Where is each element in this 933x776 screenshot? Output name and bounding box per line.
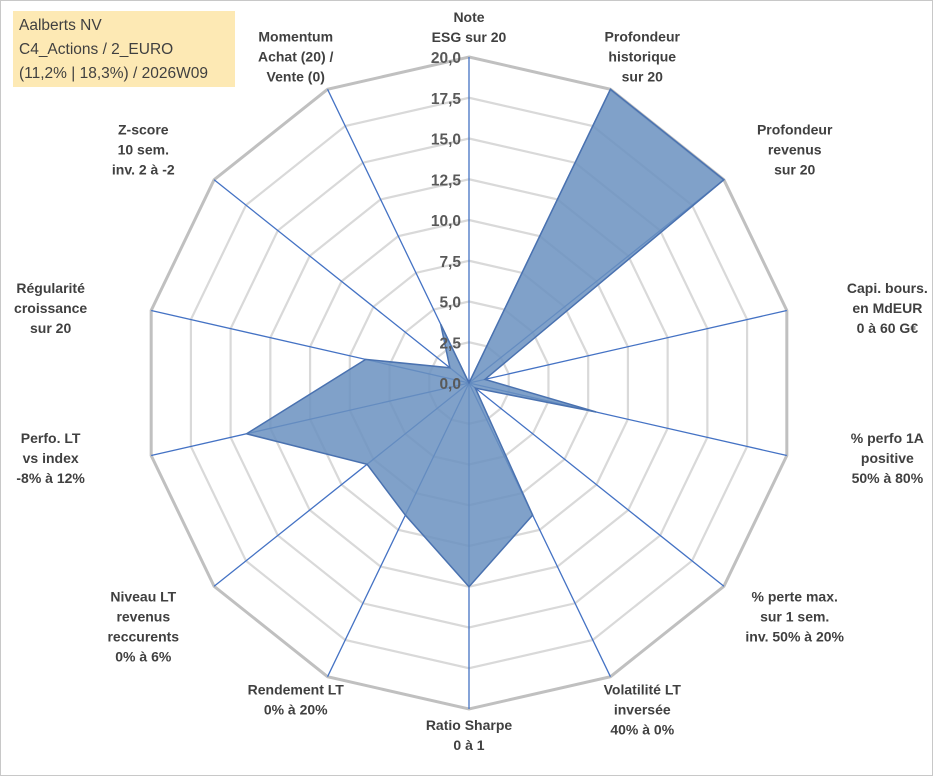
tick-label-5: 12,5 (431, 172, 462, 189)
axis-label-3-line-0: Capi. bours. (847, 280, 928, 296)
axis-label-6-line-1: inversée (614, 702, 671, 718)
spoke-3 (468, 309, 787, 384)
info-line-company: Aalberts NV (19, 17, 102, 34)
axis-label-13-line-2: Vente (0) (267, 68, 325, 84)
axis-label-7-line-1: 0 à 1 (453, 737, 484, 753)
axis-label-3-line-2: 0 à 60 G€ (857, 320, 919, 336)
tick-label-6: 15,0 (431, 132, 461, 149)
axis-label-4-line-2: 50% à 80% (852, 470, 924, 486)
tick-label-2: 5,0 (439, 295, 461, 312)
tick-label-7: 17,5 (431, 91, 462, 108)
axis-label-0-line-0: Note (453, 9, 484, 25)
tick-label-0: 0,0 (439, 376, 461, 393)
axis-label-3-line-1: en MdEUR (852, 300, 922, 316)
axis-label-6-line-0: Volatilité LT (604, 682, 682, 698)
axis-label-8-line-1: 0% à 20% (264, 702, 328, 718)
axis-label-2-line-1: revenus (768, 142, 822, 158)
axis-label-1-line-0: Profondeur (605, 28, 681, 44)
axis-label-6-line-2: 40% à 0% (610, 722, 674, 738)
axis-label-10-line-2: -8% à 12% (16, 470, 85, 486)
axis-label-5-line-1: sur 1 sem. (760, 608, 829, 624)
axis-label-1-line-2: sur 20 (622, 68, 663, 84)
axis-label-12-line-2: inv. 2 à -2 (112, 162, 175, 178)
axis-label-13-line-1: Achat (20) / (258, 48, 334, 64)
axis-label-9-line-0: Niveau LT (110, 588, 176, 604)
axis-label-8-line-0: Rendement LT (248, 682, 345, 698)
spoke-5 (468, 382, 725, 587)
axis-label-5-line-0: % perte max. (752, 588, 838, 604)
tick-label-4: 10,0 (431, 213, 461, 230)
axis-label-11-line-2: sur 20 (30, 320, 71, 336)
axis-label-5-line-2: inv. 50% à 20% (745, 628, 844, 644)
axis-label-10-line-0: Perfo. LT (21, 430, 81, 446)
axis-label-4-line-1: positive (861, 450, 914, 466)
series-area-0 (244, 88, 726, 588)
axis-label-9-line-2: reccurents (107, 628, 179, 644)
axis-label-4-line-0: % perfo 1A (851, 430, 924, 446)
info-line-category: C4_Actions / 2_EURO (19, 41, 174, 58)
tick-label-1: 2,5 (439, 335, 461, 352)
axis-label-12-line-0: Z-score (118, 122, 169, 138)
axis-label-9-line-3: 0% à 6% (115, 648, 172, 664)
axis-label-12-line-1: 10 sem. (118, 142, 169, 158)
axis-label-13-line-0: Momentum (258, 28, 333, 44)
axis-label-1-line-1: historique (608, 48, 676, 64)
axis-label-2-line-2: sur 20 (774, 162, 815, 178)
radar-tick-labels: 0,0 2,5 5,0 7,5 10,0 12,5 15,0 17,5 20,0 (431, 50, 462, 393)
spoke-12 (213, 179, 470, 384)
radar-axis-labels: Note ESG sur 20 Profondeur historique sur 20… (14, 9, 928, 753)
tick-label-3: 7,5 (439, 254, 461, 271)
axis-label-9-line-1: revenus (116, 608, 170, 624)
info-box: Aalberts NV C4_Actions / 2_EURO (11,2% |… (13, 11, 235, 87)
axis-label-2-line-0: Profondeur (757, 122, 833, 138)
tick-label-8: 20,0 (431, 50, 461, 67)
info-line-stats: (11,2% | 18,3%) / 2026W09 (19, 65, 208, 82)
axis-label-0-line-1: ESG sur 20 (432, 29, 507, 45)
axis-label-11-line-0: Régularité (16, 280, 85, 296)
radar-series (244, 88, 726, 588)
axis-label-7-line-0: Ratio Sharpe (426, 717, 513, 733)
axis-label-11-line-1: croissance (14, 300, 87, 316)
axis-label-10-line-1: vs index (23, 450, 79, 466)
